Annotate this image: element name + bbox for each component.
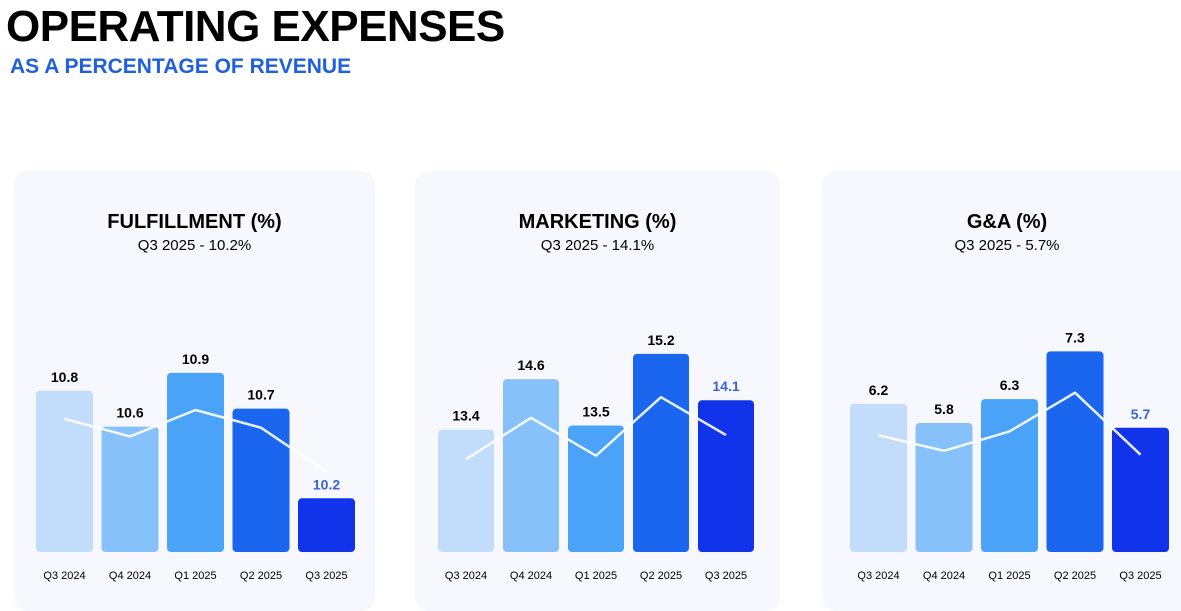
- bar: [698, 400, 754, 552]
- bar: [850, 403, 907, 552]
- x-tick-label: Q3 2024: [445, 570, 487, 582]
- data-label: 10.8: [51, 369, 78, 385]
- x-tick-label: Q1 2025: [575, 570, 617, 582]
- x-tick-label: Q2 2025: [1054, 570, 1096, 582]
- page-title: OPERATING EXPENSES: [6, 2, 505, 51]
- bar: [232, 408, 290, 552]
- chart-title: G&A (%): [966, 211, 1048, 233]
- trend-line: [878, 391, 1142, 456]
- bar: [438, 429, 494, 552]
- chart-subtitle: Q3 2025 - 14.1%: [540, 237, 655, 254]
- x-tick-label: Q3 2025: [305, 570, 347, 582]
- bar: [36, 390, 93, 552]
- marketing-chart: 13.4 Q3 2024 14.6 Q4 2024 13.5 Q1 2025 15.2 Q2 …: [438, 332, 754, 582]
- data-label: 10.7: [247, 387, 274, 403]
- ga-chart: 6.2 Q3 2024 5.8 Q4 2024 6.3 Q1 2025 7.3 Q2 2025…: [850, 329, 1169, 582]
- data-label: 10.9: [182, 351, 209, 367]
- x-tick-label: Q2 2025: [240, 570, 282, 582]
- trend-line: [465, 395, 727, 461]
- bar: [101, 426, 159, 552]
- x-tick-label: Q1 2025: [988, 570, 1030, 582]
- data-label: 5.8: [934, 401, 954, 417]
- data-label: 7.3: [1065, 329, 1085, 345]
- bar: [915, 423, 973, 552]
- bar: [981, 399, 1038, 552]
- data-label: 14.6: [517, 357, 544, 373]
- data-label: 15.2: [647, 332, 674, 348]
- chart-subtitle: Q3 2025 - 5.7%: [954, 237, 1060, 254]
- page-subtitle: AS A PERCENTAGE OF REVENUE: [10, 55, 352, 78]
- ga-chart-panel: G&A (%) Q3 2025 - 5.7% 6.2 Q3 2024 5.8 Q4 2…: [822, 171, 1181, 611]
- x-tick-label: Q4 2024: [510, 570, 552, 582]
- chart-title: FULFILLMENT (%): [107, 211, 282, 233]
- fulfillment-chart-panel: FULFILLMENT (%) Q3 2025 - 10.2% 10.8 Q3 2…: [14, 171, 375, 611]
- data-label: 6.2: [869, 382, 889, 398]
- x-tick-label: Q2 2025: [640, 570, 682, 582]
- data-label: 13.5: [582, 404, 609, 420]
- x-tick-label: Q1 2025: [174, 570, 216, 582]
- data-label: 6.3: [1000, 377, 1020, 393]
- bar: [167, 372, 224, 552]
- x-tick-label: Q3 2024: [857, 570, 899, 582]
- bar: [503, 379, 559, 552]
- x-tick-label: Q4 2024: [109, 570, 151, 582]
- bar: [568, 425, 624, 552]
- bar: [1112, 427, 1169, 552]
- data-label: 5.7: [1131, 406, 1151, 422]
- data-label: 10.6: [116, 405, 143, 421]
- bar: [633, 353, 689, 552]
- data-label: 14.1: [712, 378, 739, 394]
- data-label: 13.4: [452, 408, 479, 424]
- bar: [1046, 351, 1104, 552]
- fulfillment-chart: 10.8 Q3 2024 10.6 Q4 2024 10.9 Q1 2025 10.7 Q2 …: [36, 351, 355, 582]
- x-tick-label: Q3 2025: [705, 570, 747, 582]
- x-tick-label: Q4 2024: [923, 570, 965, 582]
- marketing-chart-panel: MARKETING (%) Q3 2025 - 14.1% 13.4 Q3 202…: [415, 171, 780, 611]
- x-tick-label: Q3 2025: [1119, 570, 1161, 582]
- chart-subtitle: Q3 2025 - 10.2%: [137, 237, 252, 254]
- bar: [298, 498, 355, 552]
- chart-title: MARKETING (%): [518, 211, 677, 233]
- trend-line: [64, 408, 328, 474]
- x-tick-label: Q3 2024: [43, 570, 85, 582]
- data-label: 10.2: [313, 476, 340, 492]
